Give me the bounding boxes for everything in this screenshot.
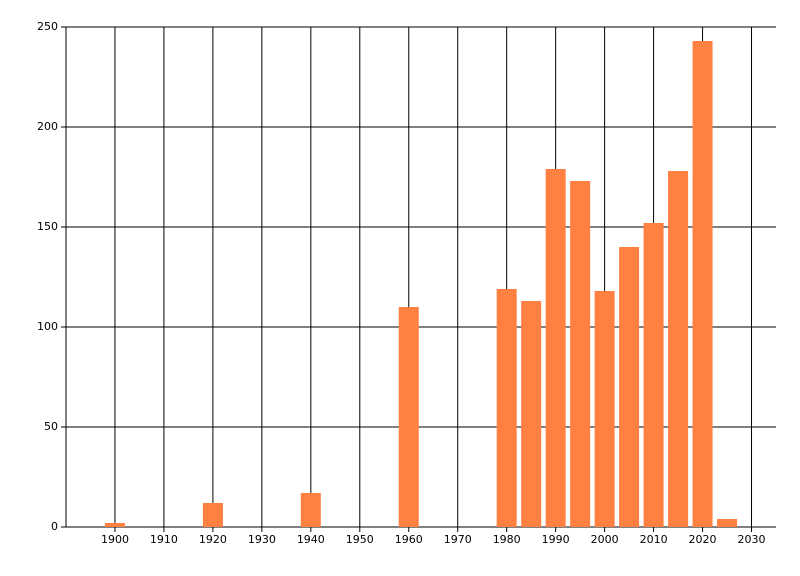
x-tick-label: 1930 [248,533,276,546]
x-tick-label: 1960 [395,533,423,546]
bar [202,503,223,527]
bar [104,523,125,527]
x-tick-label: 1970 [444,533,472,546]
y-tick-label: 50 [44,420,58,433]
x-tick-label: 2010 [640,533,668,546]
x-tick-label: 2020 [689,533,717,546]
bar [668,171,689,527]
y-tick-label: 100 [37,320,58,333]
x-tick-label: 1980 [493,533,521,546]
bar [545,169,566,527]
bar [521,301,542,527]
y-tick-label: 150 [37,220,58,233]
x-tick-label: 2030 [738,533,766,546]
bar [594,291,615,527]
x-tick-label: 1950 [346,533,374,546]
y-tick-label: 250 [37,20,58,33]
bar [300,493,321,527]
bar [496,289,517,527]
bar [619,247,640,527]
x-tick-label: 1990 [542,533,570,546]
x-tick-label: 1940 [297,533,325,546]
x-tick-label: 1920 [199,533,227,546]
x-tick-label: 1900 [101,533,129,546]
bar [692,41,713,527]
bar [717,519,738,527]
x-tick-label: 2000 [591,533,619,546]
x-tick-label: 1910 [150,533,178,546]
y-tick-label: 0 [51,520,58,533]
bar [398,307,419,527]
bar [643,223,664,527]
y-tick-label: 200 [37,120,58,133]
bar [570,181,591,527]
